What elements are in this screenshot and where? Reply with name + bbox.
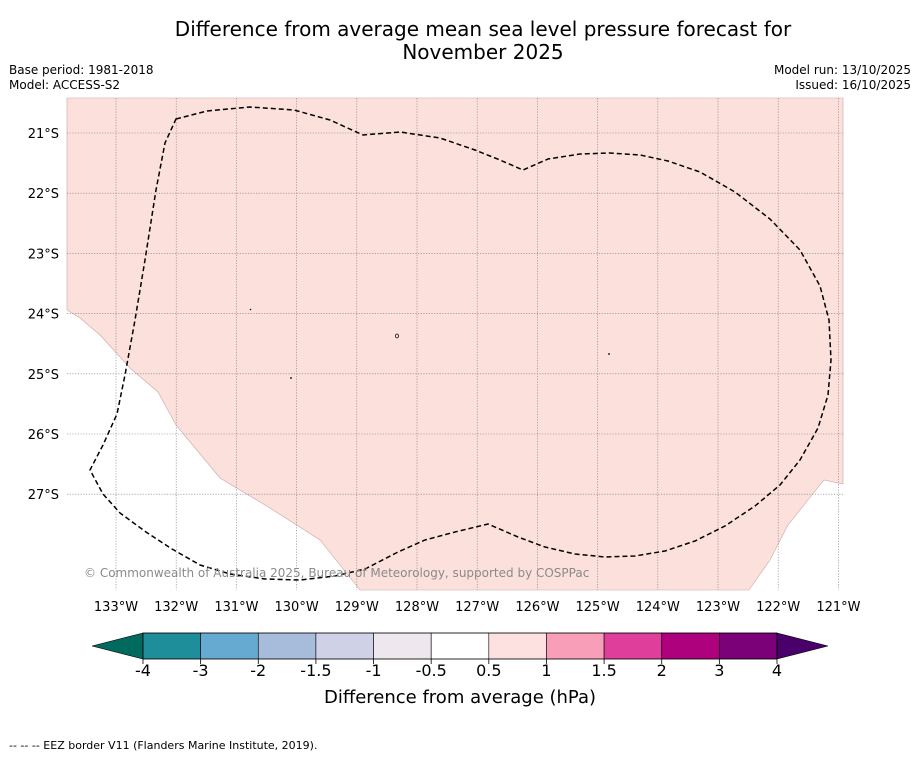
colorbar: -4 -3 -2 -1.5 -1 -0.5 0.5 1 1.5 2 3 4 Difference fr…	[91, 632, 829, 708]
latitude-label: 25°S	[28, 368, 59, 383]
colorbar-bin	[315, 632, 374, 660]
colorbar-bin	[661, 632, 720, 660]
island-dot	[395, 333, 399, 339]
colorbar-bin	[257, 632, 317, 660]
longitude-label: 124°W	[636, 600, 680, 615]
longitude-label: 133°W	[94, 600, 138, 615]
longitude-label: 132°W	[154, 600, 198, 615]
longitude-label: 130°W	[275, 600, 319, 615]
colorbar-frame	[142, 632, 778, 660]
longitude-label: 125°W	[576, 600, 620, 615]
colorbar-label: Difference from average (hPa)	[324, 687, 596, 708]
colorbar-tick-label: -1.5	[300, 661, 331, 680]
colorbar-bin	[373, 632, 432, 660]
issued-date: Issued: 16/10/2025	[795, 78, 911, 92]
colorbar-bin	[488, 632, 547, 660]
colorbar-extend-high	[776, 632, 829, 660]
colorbar-bins	[142, 632, 778, 660]
latitude-label: 24°S	[28, 308, 59, 323]
colorbar-tick-label: 1.5	[591, 661, 616, 680]
colorbar-tick-label: -2	[250, 661, 266, 680]
base-period: Base period: 1981-2018	[9, 63, 154, 77]
latitude-label: 26°S	[28, 428, 59, 443]
colorbar-bin	[430, 632, 490, 660]
longitude-labels: 133°W 132°W 131°W 130°W 129°W 128°W 127°W 126°W…	[94, 600, 861, 615]
colorbar-bin	[200, 632, 259, 660]
latitude-label: 22°S	[28, 187, 59, 202]
colorbar-tick-label: -3	[193, 661, 209, 680]
longitude-label: 129°W	[335, 600, 379, 615]
colorbar-tick-label: 4	[772, 661, 782, 680]
latitude-label: 27°S	[28, 488, 59, 503]
latitude-label: 21°S	[28, 127, 59, 142]
map-panel: © Commonwealth of Australia 2025, Bureau…	[66, 97, 844, 591]
pressure-anomaly-area	[66, 97, 844, 591]
colorbar-extend-low	[91, 632, 144, 660]
island-dot	[249, 308, 252, 311]
longitude-label: 128°W	[395, 600, 439, 615]
longitude-label: 123°W	[696, 600, 740, 615]
colorbar-tick-label: -0.5	[416, 661, 447, 680]
copyright-note: © Commonwealth of Australia 2025, Bureau…	[84, 566, 589, 580]
colorbar-bin	[142, 632, 201, 660]
colorbar-bin	[546, 632, 605, 660]
eez-border	[89, 106, 832, 581]
longitude-label: 126°W	[515, 600, 559, 615]
colorbar-tick-label: 0.5	[476, 661, 501, 680]
colorbar-tick-label: 1	[541, 661, 551, 680]
latitude-labels: 21°S 22°S 23°S 24°S 25°S 26°S 27°S	[28, 127, 59, 503]
eez-legend-note: -- -- -- EEZ border V11 (Flanders Marine…	[9, 739, 318, 752]
colorbar-bin	[603, 632, 663, 660]
longitude-label: 127°W	[455, 600, 499, 615]
colorbar-tick-label: -1	[366, 661, 382, 680]
latitude-label: 23°S	[28, 247, 59, 262]
graticule	[67, 98, 843, 590]
colorbar-tick-label: 2	[657, 661, 667, 680]
run-info: Model run: 13/10/2025 Issued: 16/10/2025	[774, 63, 911, 93]
longitude-label: 131°W	[214, 600, 258, 615]
longitude-label: 121°W	[816, 600, 860, 615]
colorbar-bin	[719, 632, 778, 660]
colorbar-tick-label: 3	[714, 661, 724, 680]
title-line-1: Difference from average mean sea level p…	[174, 17, 792, 41]
colorbar-tick-label: -4	[135, 661, 151, 680]
chart-title: Difference from average mean sea level p…	[0, 18, 919, 64]
model-name: Model: ACCESS-S2	[9, 78, 121, 92]
model-run: Model run: 13/10/2025	[773, 63, 911, 77]
title-line-2: November 2025	[402, 40, 564, 64]
colorbar-ticks: -4 -3 -2 -1.5 -1 -0.5 0.5 1 1.5 2 3 4	[135, 659, 782, 680]
base-info: Base period: 1981-2018 Model: ACCESS-S2	[9, 63, 154, 93]
longitude-label: 122°W	[756, 600, 800, 615]
